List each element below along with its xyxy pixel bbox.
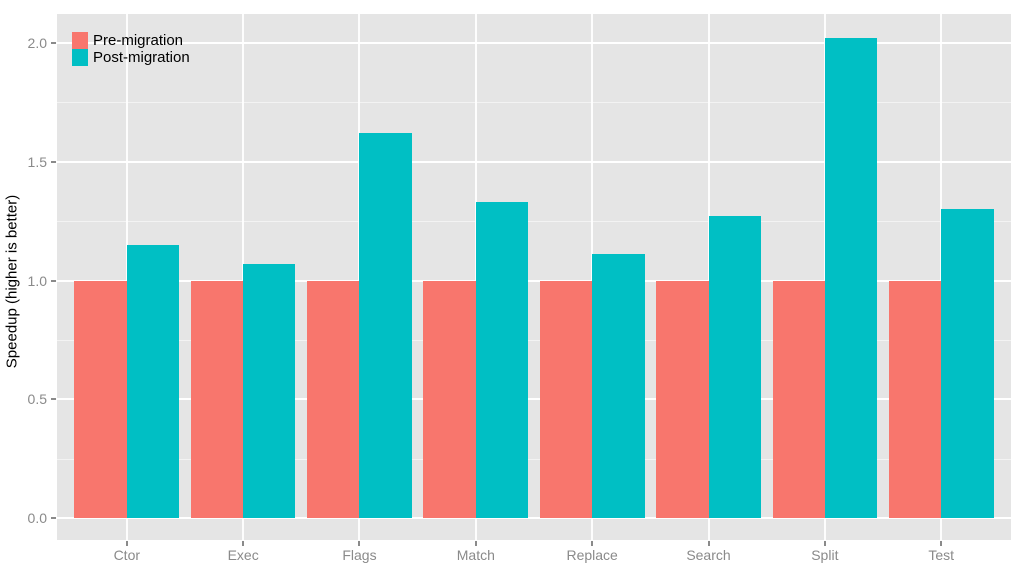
bar-post-migration-split [824,38,878,518]
x-tick-mark-replace [591,541,594,546]
legend: Pre-migration Post-migration [72,32,190,66]
bar-post-migration-flags [359,133,412,518]
gridline-minor-1.75 [57,102,1011,104]
y-tick-mark-0.0 [51,517,56,519]
y-tick-mark-2.0 [51,42,56,44]
bar-post-migration-search [708,216,761,518]
bar-pre-migration-split [772,280,825,518]
bar-pre-migration-replace [539,280,593,518]
bar-post-migration-match [475,202,529,518]
gridline-major-1.5 [57,160,1011,163]
bar-pre-migration-flags [307,280,360,518]
x-tick-mark-search [707,541,710,546]
plot-panel: Pre-migration Post-migration [57,14,1011,540]
legend-label-post-migration: Post-migration [93,49,190,66]
x-tick-mark-test [940,541,943,546]
legend-item-pre-migration: Pre-migration [72,32,190,49]
x-tick-label-split: Split [811,547,839,563]
legend-swatch-post-migration [72,49,88,66]
bar-post-migration-test [941,209,994,518]
x-tick-mark-split [823,541,826,546]
x-tick-label-ctor: Ctor [113,547,141,563]
x-tick-mark-exec [242,541,245,546]
x-tick-mark-ctor [125,541,128,546]
legend-swatch-pre-migration [72,32,88,49]
bar-post-migration-replace [592,254,645,518]
bar-pre-migration-search [656,280,709,518]
y-tick-label-2.0: 2.0 [27,35,47,51]
bar-pre-migration-test [888,280,942,518]
x-tick-mark-flags [358,541,361,546]
bar-post-migration-exec [243,263,296,518]
y-tick-label-1.5: 1.5 [27,153,47,170]
gridline-major-0.5 [57,398,1011,401]
x-tick-label-replace: Replace [566,547,618,563]
gridline-major-1 [57,279,1011,282]
y-tick-label-0.5: 0.5 [27,391,47,408]
x-tick-label-exec: Exec [227,547,259,563]
x-tick-label-match: Match [456,547,495,563]
x-tick-label-flags: Flags [342,547,377,563]
bar-pre-migration-match [423,280,476,518]
y-tick-mark-1.0 [51,279,56,282]
bar-pre-migration-exec [190,280,244,518]
gridline-minor-0.25 [57,458,1011,460]
gridline-major-0 [57,517,1011,519]
legend-label-pre-migration: Pre-migration [93,32,184,49]
gridline-minor-1.25 [57,221,1011,223]
gridline-minor-0.75 [57,339,1011,341]
y-tick-label-1.0: 1.0 [27,272,47,289]
bar-pre-migration-ctor [74,280,127,518]
bar-post-migration-ctor [126,244,180,518]
y-tick-label-0.0: 0.0 [27,510,47,526]
x-tick-label-search: Search [686,547,731,563]
y-tick-mark-0.5 [51,398,56,401]
legend-item-post-migration: Post-migration [72,49,190,66]
y-tick-mark-1.5 [51,160,56,163]
x-tick-mark-match [474,541,477,546]
x-tick-label-test: Test [928,547,955,563]
gridline-major-2 [57,42,1011,44]
